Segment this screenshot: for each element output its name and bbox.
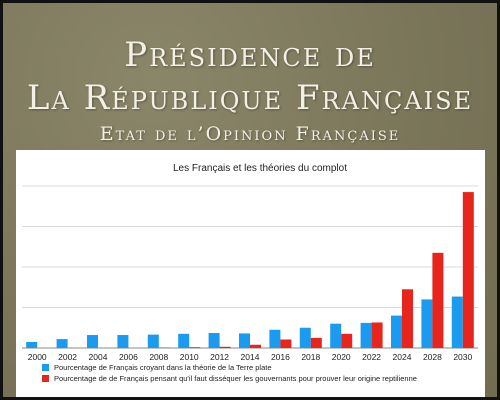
x-tick-label: 2008 — [149, 352, 168, 362]
legend-swatch-series-1 — [42, 364, 49, 371]
bar-series-2-2010 — [189, 347, 201, 348]
bar-series-1-2002 — [56, 339, 68, 348]
chart-panel: Les Français et les théories du complot … — [16, 150, 485, 397]
bar-series-1-2016 — [269, 329, 281, 348]
x-tick-label: 2014 — [241, 352, 260, 362]
bar-series-1-2008 — [147, 334, 159, 348]
legend-label-series-1: Pourcentage de Français croyant dans la … — [54, 363, 272, 372]
bar-series-1-2004 — [87, 335, 98, 348]
bar-series-1-2022 — [360, 322, 372, 348]
chart-title: Les Français et les théories du complot — [173, 163, 347, 174]
x-tick-label: 2002 — [58, 352, 77, 362]
legend-swatch-series-2 — [42, 375, 49, 382]
bar-series-2-2018 — [310, 337, 322, 348]
bar-series-2-2030 — [462, 192, 474, 348]
bar-series-1-2014 — [239, 333, 250, 348]
bar-series-1-2018 — [299, 327, 311, 348]
chart-bars — [26, 192, 474, 348]
bar-series-2-2028 — [432, 252, 444, 348]
x-tick-label: 2028 — [423, 352, 442, 362]
page-title-line-1: Présidence de — [124, 35, 376, 75]
x-axis-ticks: 2000 2002 2004 2006 2008 2010 2012 2014 2016 2018… — [28, 352, 473, 362]
x-tick-label: 2022 — [362, 352, 381, 362]
legend-label-series-2: Pourcentage de de Français pensant qu'il… — [54, 374, 417, 383]
x-tick-label: 2000 — [28, 352, 47, 362]
bar-series-1-2020 — [330, 323, 342, 348]
x-tick-label: 2030 — [453, 352, 472, 362]
bar-series-2-2022 — [371, 322, 383, 348]
x-tick-label: 2012 — [210, 352, 229, 362]
chart-legend: Pourcentage de Français croyant dans la … — [42, 363, 417, 383]
page-title-line-2: La République Française — [26, 78, 474, 118]
bar-series-1-2030 — [451, 296, 463, 348]
bar-chart: Les Français et les théories du complot … — [22, 163, 478, 383]
bar-series-1-2000 — [26, 341, 38, 348]
bar-series-2-2012 — [219, 346, 231, 348]
x-tick-label: 2024 — [393, 352, 412, 362]
x-tick-label: 2018 — [301, 352, 320, 362]
bar-series-1-2028 — [421, 299, 433, 348]
bar-series-2-2024 — [402, 289, 413, 348]
bar-series-1-2010 — [178, 333, 190, 348]
bar-series-1-2012 — [208, 333, 220, 348]
x-tick-label: 2020 — [332, 352, 351, 362]
bar-series-2-2014 — [250, 344, 261, 348]
slide-background: Présidence de La République Française Et… — [3, 3, 497, 397]
bar-series-2-2016 — [280, 339, 292, 348]
x-tick-label: 2016 — [271, 352, 290, 362]
bar-series-2-2020 — [341, 333, 353, 348]
x-tick-label: 2006 — [119, 352, 138, 362]
x-tick-label: 2010 — [180, 352, 199, 362]
page-subtitle: Etat de l’Opinion Française — [99, 123, 401, 145]
x-tick-label: 2004 — [89, 352, 108, 362]
bar-series-1-2024 — [391, 315, 402, 348]
bar-series-1-2006 — [117, 335, 129, 348]
